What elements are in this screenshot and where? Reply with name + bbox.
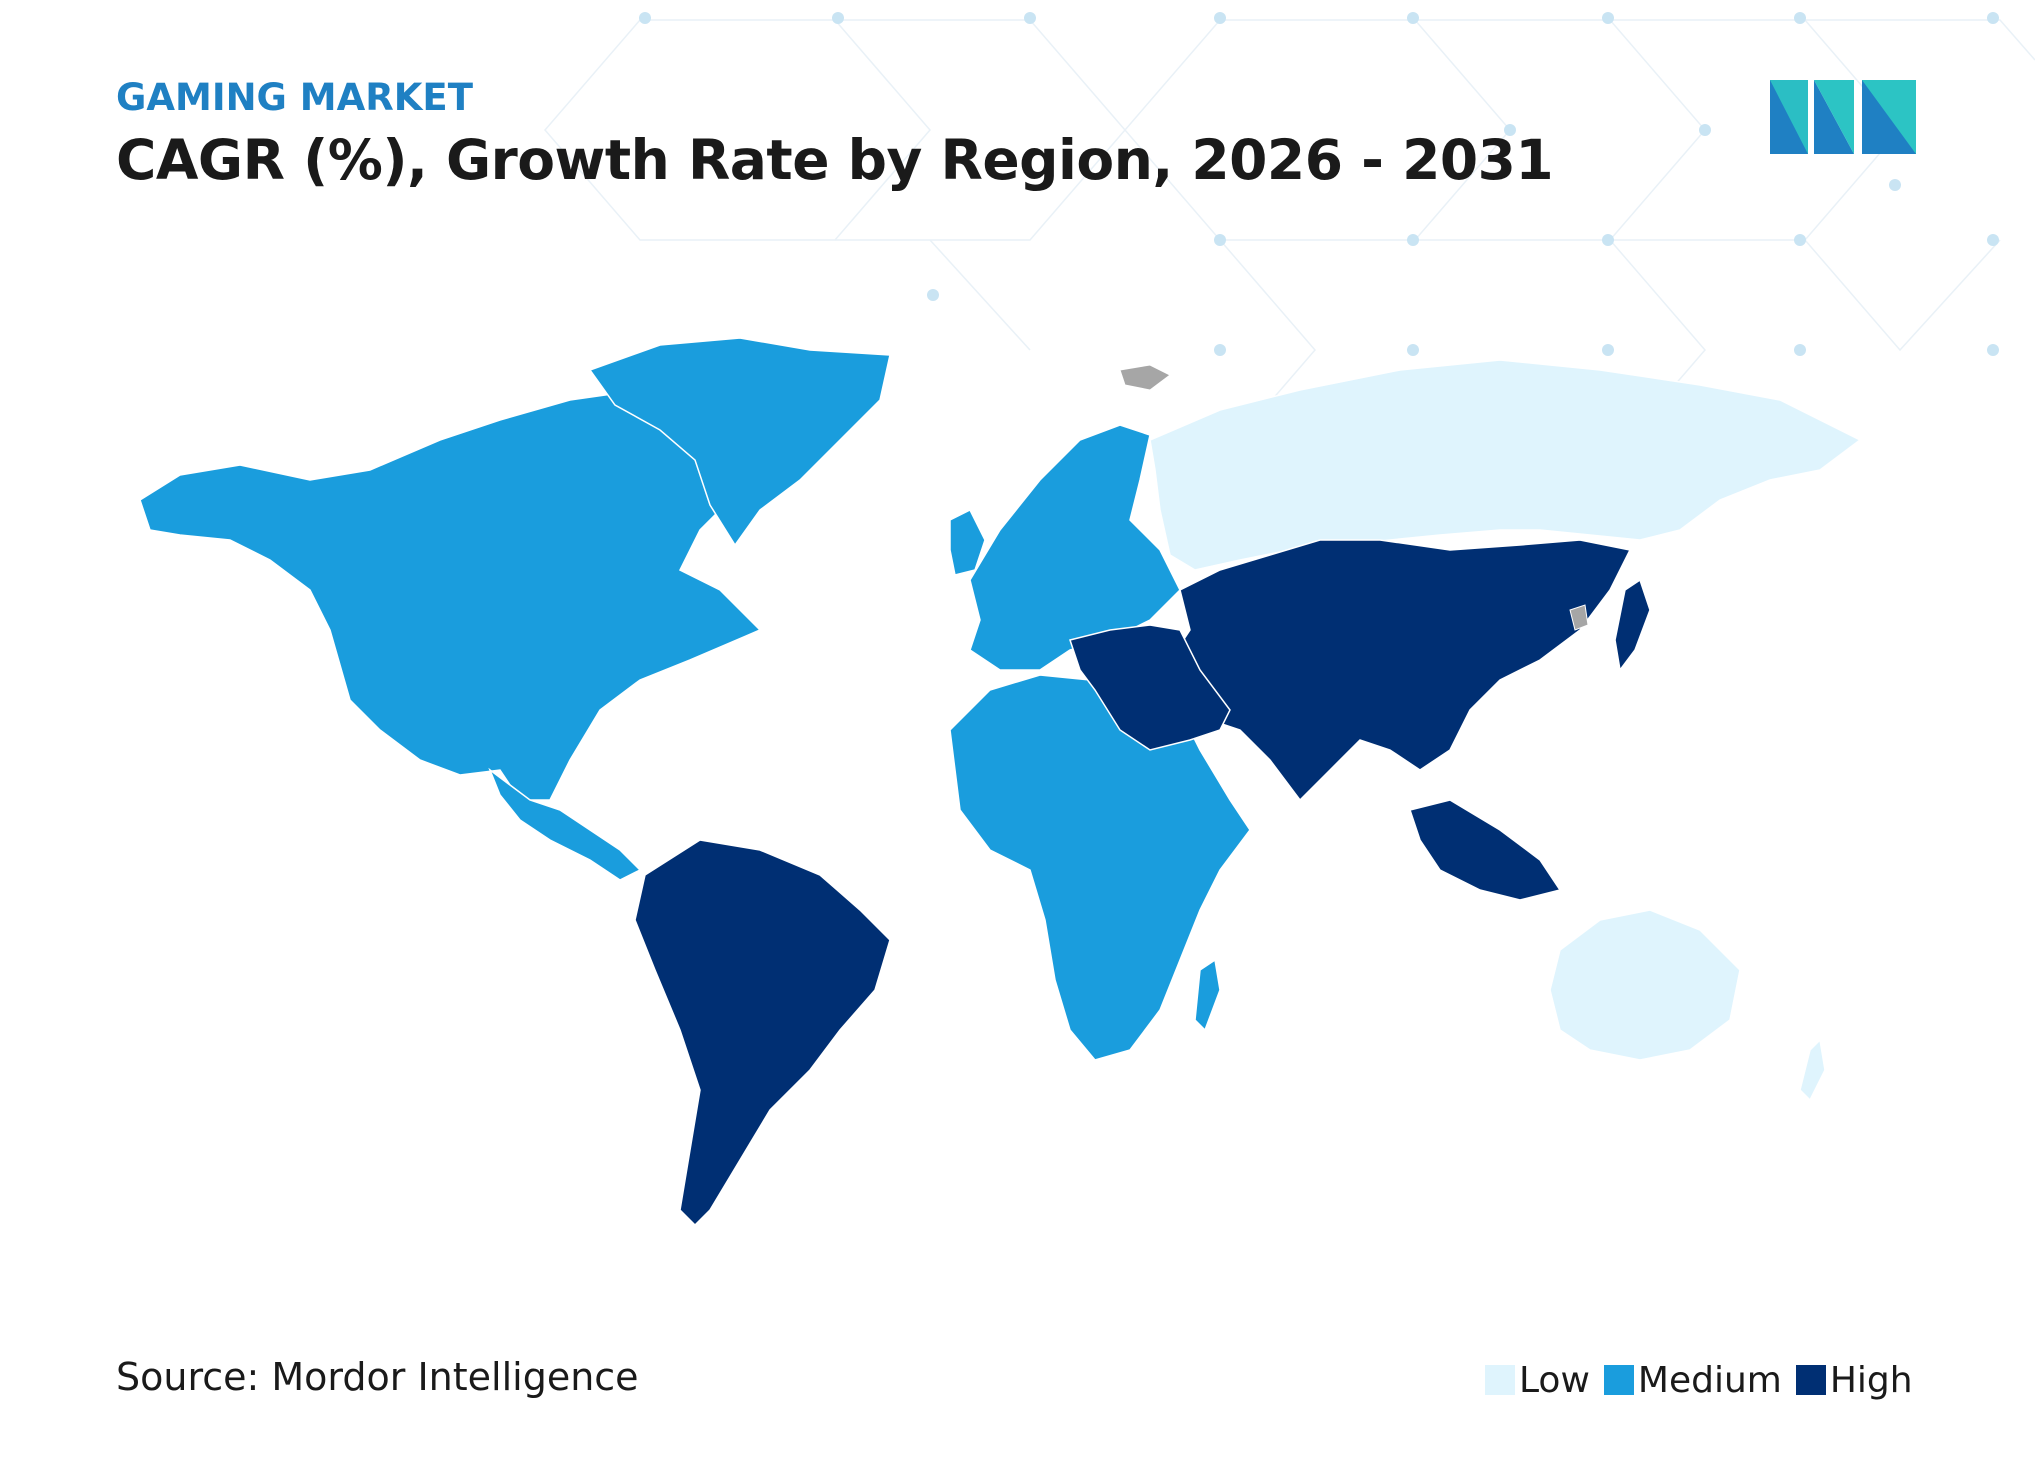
legend-swatch-high <box>1795 1365 1826 1395</box>
region-north-america[interactable] <box>139 389 772 801</box>
legend: Low Medium High <box>1485 1355 1927 1405</box>
legend-item-medium: Medium <box>1603 1359 1782 1401</box>
region-madagascar[interactable] <box>1194 958 1221 1032</box>
region-greenland[interactable] <box>588 337 891 547</box>
region-middle-east[interactable] <box>1069 624 1231 751</box>
region-russia[interactable] <box>1149 359 1862 571</box>
legend-swatch-medium <box>1603 1365 1634 1395</box>
region-svalbard[interactable] <box>1119 364 1171 391</box>
legend-item-low: Low <box>1485 1360 1590 1401</box>
chart-subtitle: GAMING MARKET <box>116 76 473 119</box>
region-asia[interactable] <box>1169 539 1632 802</box>
region-europe[interactable] <box>969 424 1181 671</box>
legend-label-medium: Medium <box>1637 1359 1782 1401</box>
region-central-america[interactable] <box>488 767 642 881</box>
chart-title: CAGR (%), Growth Rate by Region, 2026 - … <box>116 128 1554 192</box>
region-australia[interactable] <box>1549 909 1741 1061</box>
region-new-zealand[interactable] <box>1799 1038 1826 1102</box>
region-uk[interactable] <box>949 508 986 576</box>
world-map <box>139 337 1862 1227</box>
legend-item-high: High <box>1795 1359 1913 1401</box>
region-japan[interactable] <box>1614 578 1651 672</box>
source-note: Source: Mordor Intelligence <box>116 1355 639 1399</box>
legend-label-low: Low <box>1519 1359 1590 1401</box>
region-southeast-asia[interactable] <box>1409 799 1562 901</box>
legend-label-high: High <box>1829 1359 1913 1401</box>
region-north-korea[interactable] <box>1569 604 1589 631</box>
region-south-america[interactable] <box>634 839 891 1227</box>
legend-swatch-low <box>1485 1365 1515 1395</box>
mordor-intelligence-logo <box>1770 80 1916 154</box>
